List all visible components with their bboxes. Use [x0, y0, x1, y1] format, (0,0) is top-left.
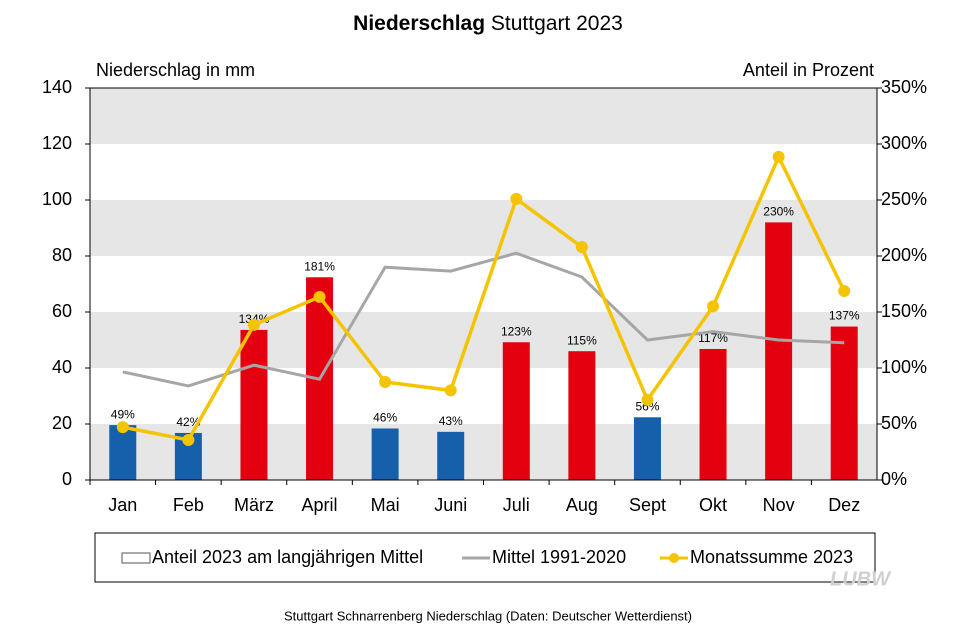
marker [247, 318, 260, 331]
line [122, 152, 846, 442]
logo: LUBW [830, 568, 892, 590]
grid-band [90, 200, 877, 256]
y-tick-label: 80 [52, 245, 72, 265]
bar [765, 222, 793, 480]
marker [707, 300, 720, 313]
bar [437, 431, 465, 480]
y-tick-label: 100 [42, 189, 72, 209]
grid-band [90, 424, 877, 480]
x-tick-label: Dez [828, 495, 860, 515]
value-label: 56% [635, 399, 659, 413]
value-label: 123% [501, 324, 532, 338]
y2-tick-label: 250% [881, 189, 927, 209]
marker [772, 150, 785, 163]
x-tick-label: Juli [503, 495, 530, 515]
y2-tick-label: 50% [881, 413, 917, 433]
legend-label: Mittel 1991-2020 [492, 547, 626, 567]
value-label: 230% [763, 205, 794, 219]
bar [109, 425, 137, 480]
marker [575, 241, 588, 254]
x-tick-label: März [234, 495, 274, 515]
bar [502, 342, 530, 480]
x-tick-label: April [302, 495, 338, 515]
bar [699, 348, 727, 480]
y-tick-label: 60 [52, 301, 72, 321]
y2-tick-label: 0% [881, 469, 907, 489]
y2-axis-label: Anteil in Prozent [743, 60, 874, 80]
value-label: 137% [829, 309, 860, 323]
value-label: 43% [439, 414, 463, 428]
marker [379, 376, 392, 388]
value-label: 46% [373, 411, 397, 425]
y-axis-label: Niederschlag in mm [96, 60, 255, 80]
x-tick-label: Jan [108, 495, 137, 515]
title-rest: Stuttgart 2023 [491, 12, 623, 35]
grid-band [90, 88, 877, 144]
bar [830, 326, 858, 480]
bar [633, 417, 661, 480]
value-label: 115% [567, 333, 597, 347]
grid-band [90, 312, 877, 368]
x-tick-label: Juni [434, 495, 467, 515]
marker [838, 285, 851, 297]
marker [444, 384, 457, 397]
marker [182, 433, 195, 446]
y-tick-label: 120 [42, 133, 72, 153]
y2-tick-label: 200% [881, 245, 927, 265]
legend-marker [669, 553, 679, 563]
y2-tick-label: 350% [881, 77, 927, 97]
x-tick-label: Sept [629, 495, 666, 515]
y-tick-label: 20 [52, 413, 72, 433]
legend-label: Monatssumme 2023 [690, 547, 853, 567]
marker [116, 421, 129, 434]
x-tick-label: Mai [371, 495, 400, 515]
x-tick-label: Nov [763, 495, 795, 515]
marker [641, 393, 654, 406]
title-bold: Niederschlag [353, 12, 485, 35]
value-label: 117% [698, 331, 728, 345]
value-label: 49% [111, 407, 135, 421]
marker [313, 290, 326, 303]
bar [240, 329, 268, 480]
legend: Anteil 2023 am langjährigen Mittel Mittel… [121, 547, 853, 567]
value-label: 181% [304, 259, 335, 273]
plot-area: 0 20 40 60 80 100 120 140 0% 50% 100% 150% 200% 250% 3… [42, 77, 927, 515]
line [122, 251, 845, 388]
bar [568, 351, 596, 480]
y2-tick-label: 300% [881, 133, 927, 153]
legend-swatch [121, 552, 151, 564]
x-tick-label: Aug [566, 495, 598, 515]
plot-frame [89, 87, 878, 481]
y2-tick-label: 150% [881, 301, 927, 321]
y-tick-label: 40 [52, 357, 72, 377]
y-tick-label: 140 [42, 77, 72, 97]
legend-label: Anteil 2023 am langjährigen Mittel [152, 547, 423, 567]
footer: Stuttgart Schnarrenberg Niederschlag (Da… [284, 608, 692, 623]
x-tick-label: Okt [699, 495, 727, 515]
bar [371, 428, 399, 480]
y-tick-label: 0 [62, 469, 72, 489]
marker [510, 192, 523, 205]
x-tick-label: Feb [173, 495, 204, 515]
y2-tick-label: 100% [881, 357, 927, 377]
chart-title: Niederschlag Stuttgart 2023 [353, 12, 623, 35]
